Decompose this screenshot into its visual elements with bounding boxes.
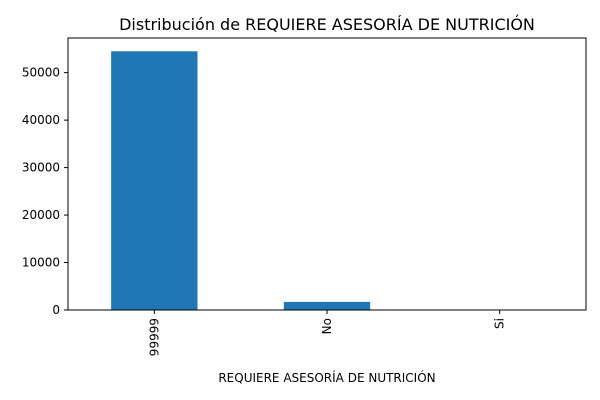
x-tick-label: No: [320, 318, 334, 334]
y-tick-label: 10000: [22, 256, 60, 270]
plot-area: 0 10000 20000 30000 40000 50000 99999 No Si: [22, 37, 587, 356]
x-tick-label: 99999: [147, 318, 161, 356]
chart-title: Distribución de REQUIERE ASESORÍA DE NUT…: [119, 15, 535, 34]
x-tick-label: Si: [493, 318, 507, 329]
bar-99999: [111, 51, 198, 311]
y-tick-label: 0: [52, 303, 60, 317]
x-axis-label: REQUIERE ASESORÍA DE NUTRICIÓN: [218, 370, 435, 385]
y-tick-label: 30000: [22, 161, 60, 175]
y-tick-label: 40000: [22, 113, 60, 127]
y-tick-label: 20000: [22, 208, 60, 222]
plot-frame: [67, 37, 587, 311]
bar-no: [283, 301, 371, 310]
y-tick-label: 50000: [22, 66, 60, 80]
